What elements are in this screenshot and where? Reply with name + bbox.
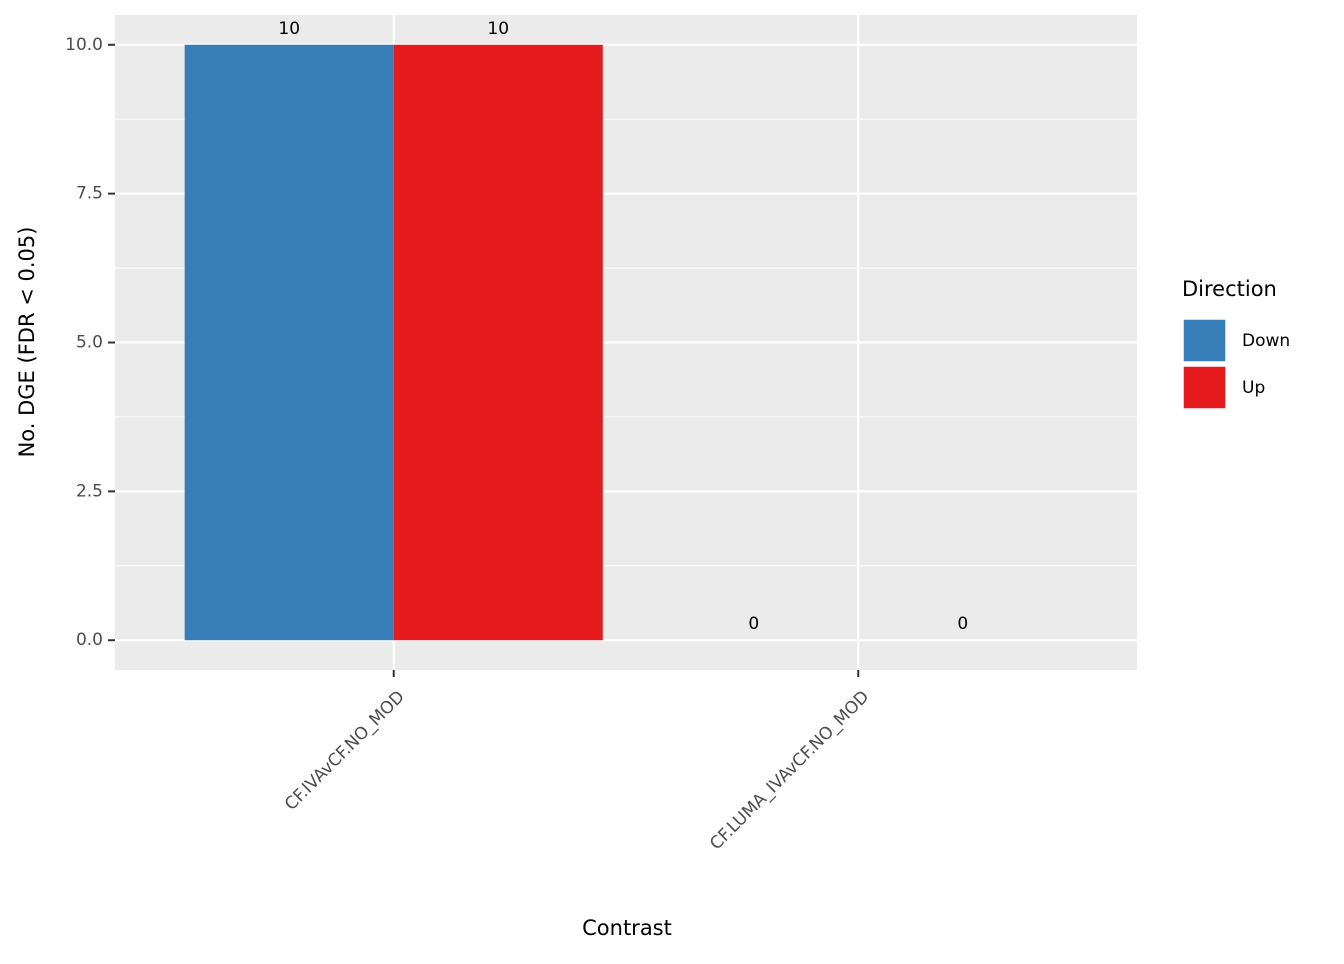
data-label: 0 <box>748 614 759 634</box>
y-tick-label: 5.0 <box>76 333 103 353</box>
y-tick-label: 2.5 <box>76 481 103 501</box>
y-axis-title: No. DGE (FDR < 0.05) <box>15 227 39 458</box>
bar <box>393 44 603 641</box>
legend-key <box>1182 365 1227 410</box>
x-tick-label: CF.LUMA_IVAvCF.NO_MOD <box>706 687 873 854</box>
legend-key <box>1182 318 1227 363</box>
data-label: 10 <box>278 19 300 39</box>
x-axis-title: Contrast <box>582 916 672 940</box>
y-tick-label: 7.5 <box>76 184 103 204</box>
y-tick-label: 10.0 <box>65 35 103 55</box>
data-label: 10 <box>487 19 509 39</box>
legend-label: Down <box>1242 331 1290 351</box>
x-tick-label: CF.IVAvCF.NO_MOD <box>281 687 409 815</box>
bar <box>184 44 394 641</box>
legend-title: Direction <box>1182 277 1277 301</box>
data-label: 0 <box>957 614 968 634</box>
legend-label: Up <box>1242 378 1265 398</box>
y-tick-label: 0.0 <box>76 630 103 650</box>
